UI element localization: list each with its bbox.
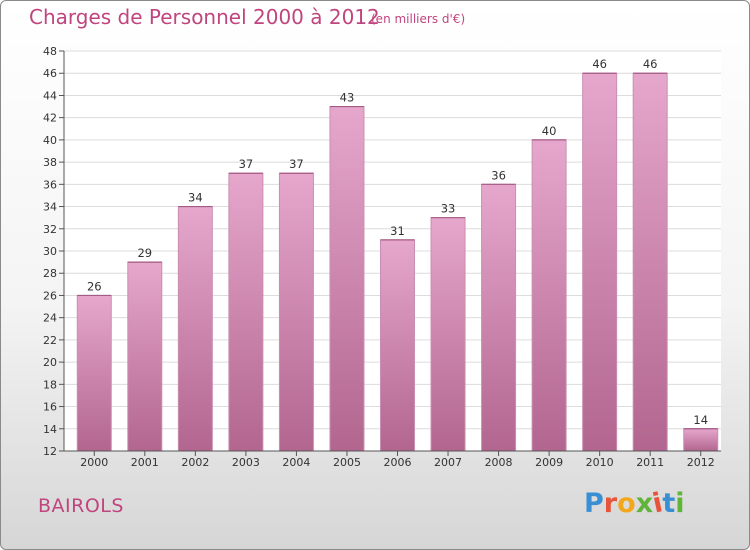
y-tick-label: 14 xyxy=(43,423,57,436)
x-tick-label: 2012 xyxy=(687,456,715,469)
x-tick-label: 2003 xyxy=(232,456,260,469)
bar xyxy=(228,172,264,452)
bar-value-label: 37 xyxy=(289,157,304,171)
y-tick-label: 40 xyxy=(43,134,57,147)
logo-letter: x xyxy=(635,488,654,519)
commune-name: BAIROLS xyxy=(38,495,124,517)
y-tick-label: 32 xyxy=(43,223,57,236)
y-tick-label: 26 xyxy=(43,289,57,302)
bar-value-label: 33 xyxy=(441,202,456,216)
y-tick-label: 16 xyxy=(43,401,57,414)
y-tick-label: 34 xyxy=(43,201,57,214)
bar-value-label: 36 xyxy=(491,168,506,182)
y-tick-label: 18 xyxy=(43,378,57,391)
y-tick-label: 30 xyxy=(43,245,57,258)
bar xyxy=(632,72,668,452)
x-tick-label: 2001 xyxy=(131,456,159,469)
y-tick-label: 20 xyxy=(43,356,57,369)
bar-value-label: 34 xyxy=(188,191,203,205)
bar-value-label: 43 xyxy=(340,91,355,105)
bar xyxy=(683,428,719,452)
x-tick-label: 2008 xyxy=(485,456,513,469)
y-tick-label: 44 xyxy=(43,89,57,102)
bar-value-label: 40 xyxy=(542,124,557,138)
x-tick-label: 2002 xyxy=(181,456,209,469)
bar xyxy=(278,172,314,452)
bar xyxy=(76,294,112,452)
x-tick-label: 2011 xyxy=(636,456,664,469)
bar xyxy=(177,206,213,452)
logo-letter: r xyxy=(603,488,618,519)
logo-letter: t xyxy=(662,488,676,519)
bars: 26 29 34 37 37 43 31 33 36 40 46 46 14 xyxy=(76,57,719,452)
bar xyxy=(127,261,163,452)
x-tick-label: 2006 xyxy=(384,456,412,469)
bar xyxy=(531,139,567,452)
logo-letter: o xyxy=(617,488,636,519)
bar xyxy=(430,217,466,452)
logo-letter: P xyxy=(584,488,604,519)
bar xyxy=(329,106,365,452)
y-tick-label: 46 xyxy=(43,67,57,80)
bar-value-label: 26 xyxy=(87,279,102,293)
y-tick-label: 22 xyxy=(43,334,57,347)
bar xyxy=(380,239,415,452)
bar xyxy=(481,183,517,452)
bar-value-label: 31 xyxy=(390,224,405,238)
x-tick-label: 2000 xyxy=(80,456,108,469)
chart-unit-note: (en milliers d'€) xyxy=(371,12,466,26)
proxiti-logo: Proxiti xyxy=(584,487,685,519)
x-tick-label: 2004 xyxy=(282,456,310,469)
bar-value-label: 46 xyxy=(643,57,658,71)
y-tick-label: 24 xyxy=(43,312,57,325)
x-tick-label: 2007 xyxy=(434,456,462,469)
y-tick-label: 38 xyxy=(43,156,57,169)
y-tick-label: 42 xyxy=(43,112,57,125)
x-tick-label: 2010 xyxy=(586,456,614,469)
x-tick-label: 2009 xyxy=(535,456,563,469)
bar-value-label: 14 xyxy=(693,413,708,427)
x-tick-label: 2005 xyxy=(333,456,361,469)
axes: 12 14 16 18 20 22 24 26 28 30 32 34 36 38 40 42 44 46 48 20… xyxy=(43,45,721,469)
bar-value-label: 46 xyxy=(592,57,607,71)
chart-title: Charges de Personnel 2000 à 2012 xyxy=(29,5,380,29)
y-tick-label: 48 xyxy=(43,45,57,58)
logo-letter: i xyxy=(675,488,685,519)
bar xyxy=(582,72,618,452)
y-tick-label: 12 xyxy=(43,445,57,458)
y-tick-label: 28 xyxy=(43,267,57,280)
bar-value-label: 29 xyxy=(137,246,152,260)
y-tick-label: 36 xyxy=(43,178,57,191)
bar-value-label: 37 xyxy=(239,157,254,171)
